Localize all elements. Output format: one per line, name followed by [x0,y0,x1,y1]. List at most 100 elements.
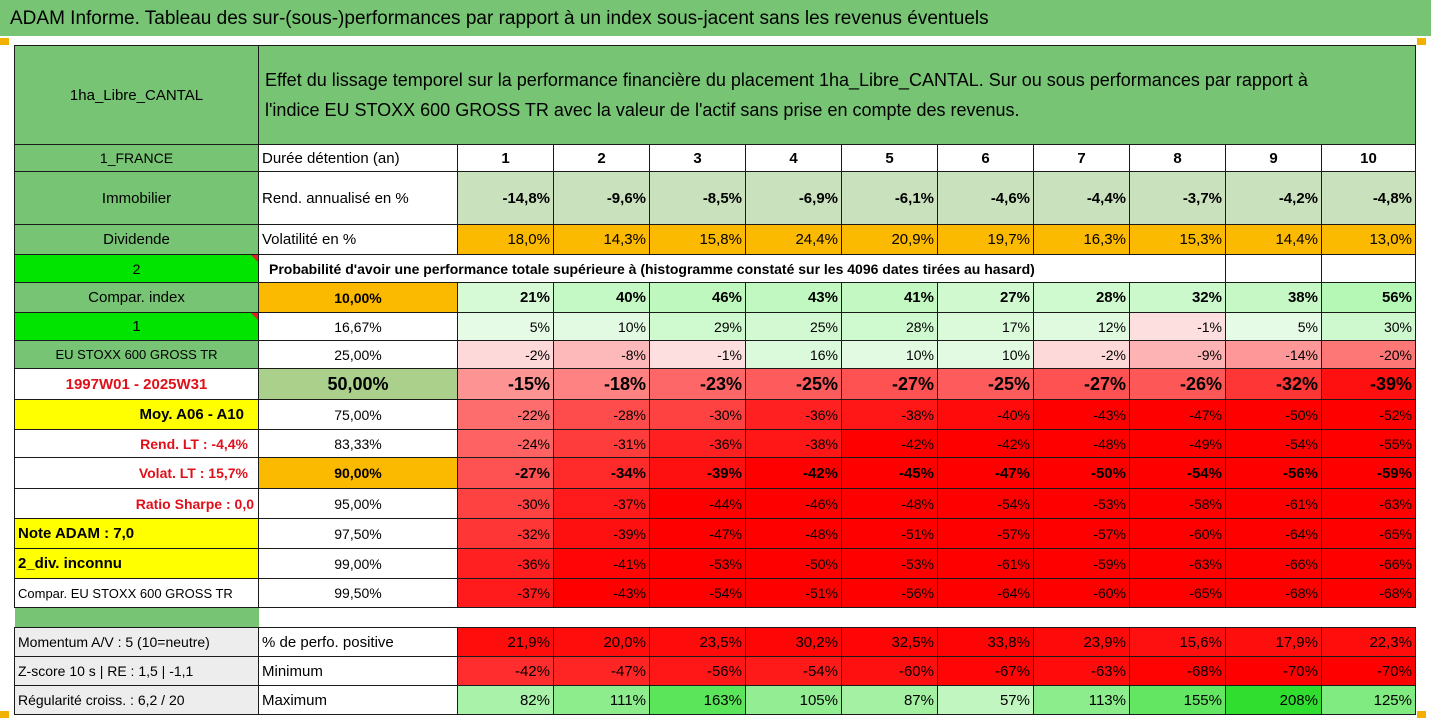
index-name-label: EU STOXX 600 GROSS TR [14,340,259,369]
quantile-label: 10,00% [258,282,458,313]
probability-cell: -54% [1225,429,1322,458]
probability-cell: -23% [649,368,746,400]
probability-cell: -61% [1225,488,1322,519]
probability-cell: -47% [649,518,746,549]
year-header: 3 [649,144,746,172]
probability-cell: -42% [937,429,1034,458]
year-header: 7 [1033,144,1130,172]
probability-cell: -53% [841,548,938,579]
year-header: 1 [457,144,554,172]
corner-marker [0,711,9,718]
spacer-cell [746,608,842,628]
statistic-label: % de perfo. positive [258,627,458,657]
annualized-return-label: Rend. annualisé en % [258,171,458,225]
probability-cell: 32% [1129,282,1226,313]
probability-cell: 28% [1033,282,1130,313]
volatility-cell: 15,3% [1129,224,1226,255]
probability-cell: -18% [553,368,650,400]
probability-cell: -1% [1129,312,1226,341]
year-header: 6 [937,144,1034,172]
spacer-cell [1130,608,1226,628]
volatility-cell: 18,0% [457,224,554,255]
probability-cell: -65% [1129,578,1226,608]
probability-cell: -42% [745,457,842,489]
probability-cell: -61% [937,548,1034,579]
period-label: 1997W01 - 2025W31 [14,368,259,400]
probability-cell: -43% [1033,399,1130,430]
annualized-return-cell: -4,4% [1033,171,1130,225]
probability-cell: -68% [1225,578,1322,608]
maximum-cell: 82% [457,685,554,715]
year-header: 2 [553,144,650,172]
probability-cell: -52% [1321,399,1416,430]
spacer-cell [938,608,1034,628]
probability-cell: -63% [1129,548,1226,579]
corner-marker [1417,38,1426,45]
probability-cell: -51% [841,518,938,549]
probability-cell: -43% [553,578,650,608]
minimum-cell: -60% [841,656,938,686]
probability-cell: -54% [937,488,1034,519]
probability-cell: -27% [1033,368,1130,400]
performance-table: 1ha_Libre_CANTAL Effet du lissage tempore… [14,45,1416,715]
spacer-cell [842,608,938,628]
probability-cell: -36% [457,548,554,579]
quantile-label: 83,33% [258,429,458,458]
positive-performance-cell: 23,5% [649,627,746,657]
probability-cell: -2% [1033,340,1130,369]
probability-cell: -57% [1033,518,1130,549]
maximum-cell: 208% [1225,685,1322,715]
probability-cell: -45% [841,457,938,489]
positive-performance-cell: 23,9% [1033,627,1130,657]
comparison-index-full-label: Compar. EU STOXX 600 GROSS TR [14,578,259,608]
minimum-cell: -70% [1321,656,1416,686]
probability-cell: -51% [745,578,842,608]
table-description: Effet du lissage temporel sur la perform… [258,45,1416,145]
probability-cell: 38% [1225,282,1322,313]
maximum-cell: 113% [1033,685,1130,715]
probability-cell: -53% [649,548,746,579]
probability-cell: -38% [745,429,842,458]
quantile-label: 25,00% [258,340,458,369]
annualized-return-cell: -14,8% [457,171,554,225]
corner-marker [1417,711,1426,718]
spacer-cell [1226,608,1322,628]
annualized-return-cell: -9,6% [553,171,650,225]
selector-cell-2[interactable]: 2 [14,254,259,283]
probability-cell: -2% [457,340,554,369]
selector-cell-1[interactable]: 1 [14,312,259,341]
probability-cell: 5% [457,312,554,341]
probability-cell: -24% [457,429,554,458]
description-line-1: Effet du lissage temporel sur la perform… [265,70,1308,90]
probability-cell: -60% [1033,578,1130,608]
quantile-label: 75,00% [258,399,458,430]
long-term-volatility-label: Volat. LT : 15,7% [14,457,259,489]
probability-cell: 16% [745,340,842,369]
spacer-cell [14,607,259,628]
corner-marker [0,38,9,45]
probability-cell: -26% [1129,368,1226,400]
probability-cell: 10% [937,340,1034,369]
probability-cell: -34% [553,457,650,489]
probability-cell: 29% [649,312,746,341]
quantile-label: 50,00% [258,368,458,400]
probability-cell: -66% [1321,548,1416,579]
positive-performance-cell: 22,3% [1321,627,1416,657]
probability-cell: -68% [1321,578,1416,608]
probability-cell: -39% [649,457,746,489]
minimum-cell: -47% [553,656,650,686]
average-label: Moy. A06 - A10 [14,399,259,430]
asset-name: 1ha_Libre_CANTAL [14,45,259,145]
probability-cell: -48% [841,488,938,519]
maximum-cell: 111% [553,685,650,715]
probability-cell: -15% [457,368,554,400]
probability-cell: -50% [745,548,842,579]
long-term-return-label: Rend. LT : -4,4% [14,429,259,458]
minimum-cell: -70% [1225,656,1322,686]
volatility-cell: 19,7% [937,224,1034,255]
probability-cell: 10% [553,312,650,341]
volatility-cell: 13,0% [1321,224,1416,255]
minimum-cell: -68% [1129,656,1226,686]
probability-cell: -39% [1321,368,1416,400]
probability-cell: -22% [457,399,554,430]
